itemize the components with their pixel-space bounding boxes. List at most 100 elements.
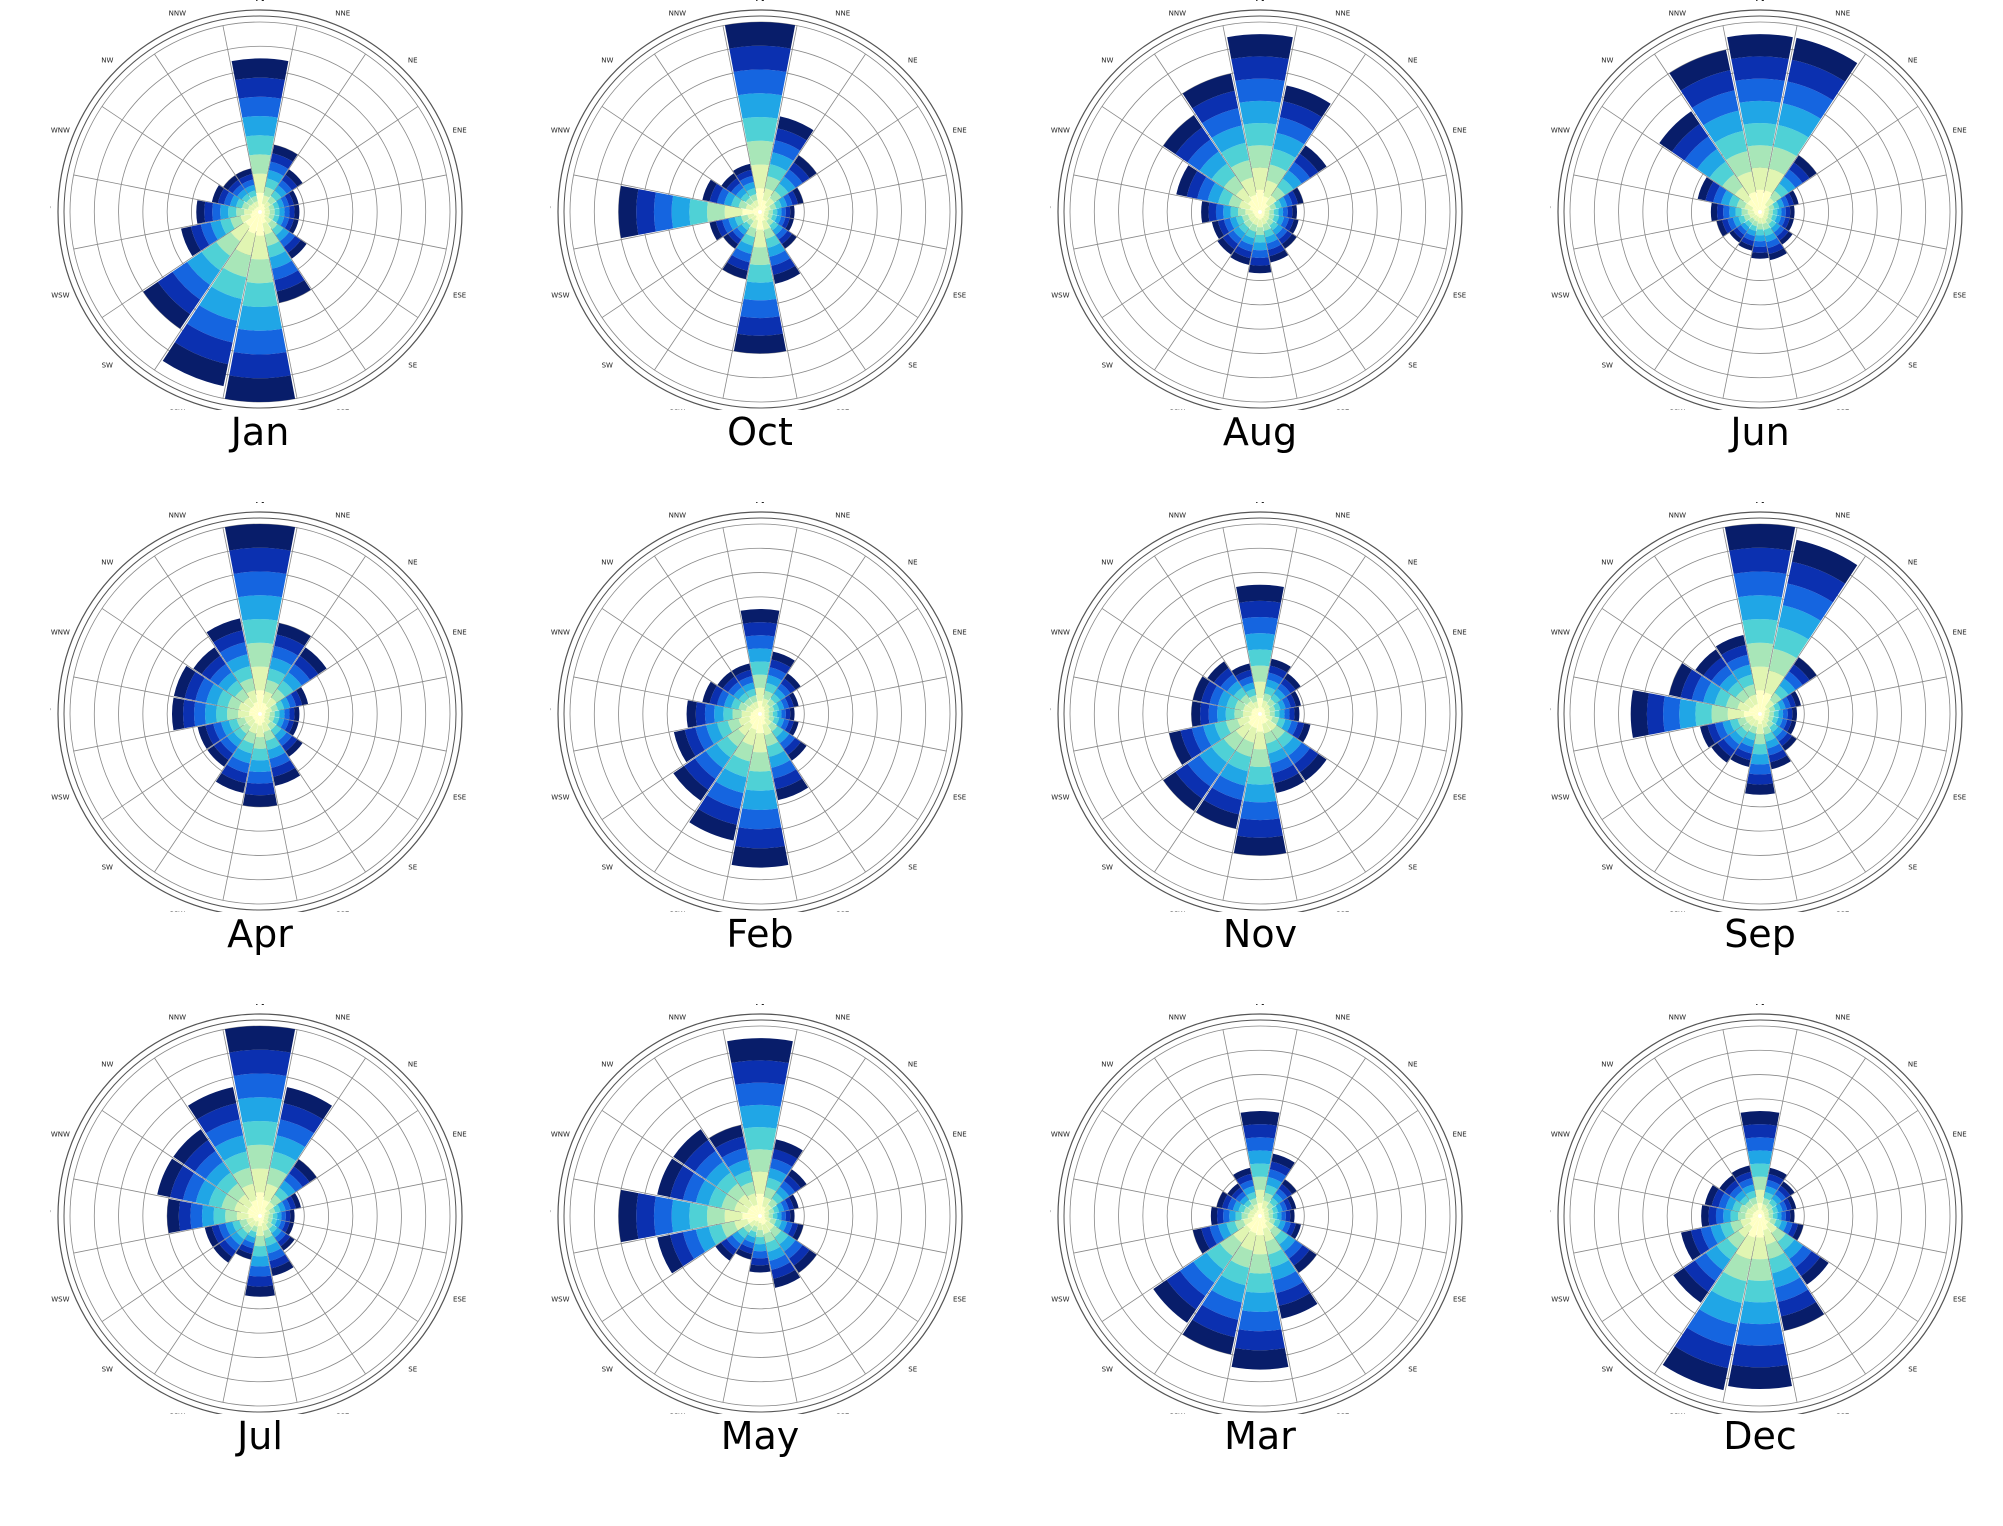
speed-bin-segment [281,1211,286,1221]
speed-bin-segment [1249,1209,1256,1215]
direction-label: NE [1408,558,1418,566]
speed-bin-segment [792,187,804,205]
speed-bin-segment [1750,1163,1770,1178]
speed-bin-segment [1723,205,1730,219]
speed-bin-segment [269,250,292,269]
grid-spoke [573,1178,741,1213]
speed-bin-segment [717,671,735,689]
speed-bin-segment [280,697,291,709]
speed-bin-segment [265,178,279,191]
speed-bin-segment [1765,1221,1778,1234]
speed-bin-segment [1769,711,1774,717]
speed-bin-segment [1765,737,1780,749]
speed-bin-segment [1729,547,1791,574]
speed-bin-segment [1269,1197,1279,1207]
speed-bin-segment [264,210,270,214]
speed-bin-segment [727,718,742,733]
speed-bin-segment [1756,213,1759,216]
speed-bin-segment [187,305,238,343]
windrose-bar-NNW [1182,73,1260,211]
speed-bin-segment [1241,214,1250,223]
speed-bin-segment [1760,715,1764,721]
speed-bin-segment [1737,171,1756,195]
direction-label: ESE [953,292,966,300]
grid-spoke [1654,53,1750,196]
grid-spoke [1779,717,1947,752]
grid-spoke [573,1219,741,1254]
speed-bin-segment [266,1167,288,1189]
direction-label: SSE [336,409,349,410]
direction-label: W [1550,707,1551,723]
speed-bin-segment [1261,708,1266,713]
speed-bin-segment [1751,220,1758,227]
speed-bin-segment [260,203,265,211]
speed-bin-segment [734,1201,750,1214]
speed-bin-segment [1776,228,1789,241]
direction-label: W [1550,1209,1551,1225]
speed-bin-segment [249,154,271,175]
speed-bin-segment [1674,1327,1733,1369]
speed-bin-segment [1771,716,1779,725]
speed-bin-segment [1753,1212,1759,1216]
speed-bin-segment [1250,194,1260,211]
grid-spoke [1270,555,1366,698]
speed-bin-segment [1770,755,1791,770]
speed-bin-segment [673,765,709,801]
speed-bin-segment [229,195,240,207]
grid-spoke [1722,1235,1757,1403]
speed-bin-segment [221,764,248,784]
direction-label: SSE [1836,409,1849,410]
outer-frame-ring [57,9,463,410]
speed-bin-segment [1192,1304,1239,1338]
speed-bin-segment [1192,1228,1210,1254]
speed-bin-segment [1711,743,1731,763]
grid-spoke [776,724,919,820]
speed-bin-segment [260,702,267,713]
speed-bin-segment [294,655,319,680]
speed-bin-segment [1751,705,1759,713]
speed-bin-segment [768,716,775,723]
direction-label: ENE [1453,126,1467,134]
grid-spoke [1270,228,1366,371]
speed-bin-segment [1297,723,1311,743]
speed-bin-segment [1766,237,1781,249]
speed-bin-segment [743,622,777,637]
speed-bin-segment [258,1217,262,1227]
speed-bin-segment [1289,1245,1310,1266]
direction-label: NNW [169,1013,186,1021]
speed-bin-segment [769,221,779,231]
speed-bin-segment [1256,213,1260,219]
speed-bin-segment [753,229,767,248]
speed-bin-segment [737,224,748,235]
speed-bin-segment [1261,1213,1265,1216]
direction-label: SSE [1336,911,1349,912]
speed-bin-segment [284,218,294,231]
speed-bin-segment [1737,1211,1746,1221]
speed-bin-segment [1169,730,1192,765]
windrose-bar-WNW [1192,676,1259,714]
speed-bin-segment [280,217,289,229]
speed-bin-segment [1250,1217,1260,1234]
speed-bin-segment [1281,233,1297,249]
speed-bin-segment [689,198,708,226]
speed-bin-segment [1763,212,1769,217]
speed-bin-segment [1243,1199,1252,1208]
speed-bin-segment [768,667,787,681]
speed-bin-segment [1276,1212,1282,1220]
direction-label: ENE [453,1130,467,1138]
speed-bin-segment [1679,699,1697,729]
speed-bin-segment [753,1243,767,1252]
speed-bin-segment [736,169,753,182]
speed-bin-segment [255,690,265,713]
speed-bin-segment [781,217,790,229]
windrose-panel: NNNENEENEEESESESSESSSWSWWSWWWNWNWNNWApr [50,502,470,972]
direction-label: W [1050,1209,1051,1225]
speed-bin-segment [249,707,259,714]
speed-bin-segment [724,1209,743,1223]
speed-bin-segment [1716,1238,1738,1260]
speed-bin-segment [1289,707,1295,721]
speed-bin-segment [264,679,280,695]
speed-bin-segment [261,1222,269,1231]
grid-spoke [1276,1226,1419,1322]
speed-bin-segment [1264,1220,1275,1231]
